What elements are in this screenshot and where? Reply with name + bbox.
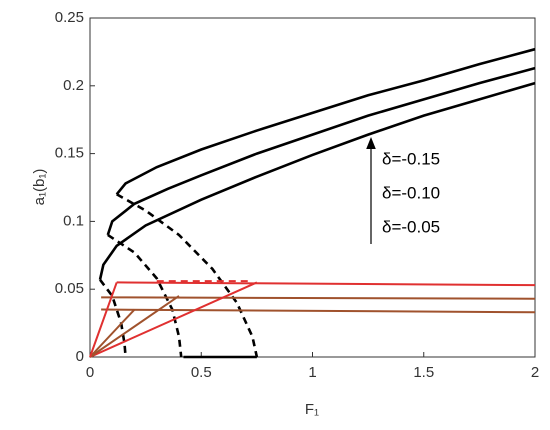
y-tick-label: 0.25 xyxy=(55,9,84,26)
series-line xyxy=(115,47,536,196)
plot-frame xyxy=(89,17,536,358)
x-tick-label: 1.5 xyxy=(413,364,434,381)
series-line xyxy=(98,81,536,280)
y-tick-label: 0.2 xyxy=(63,77,84,94)
annotation: δ=-0.05 xyxy=(382,217,440,236)
series-line xyxy=(89,295,180,358)
y-tick-label: 0.1 xyxy=(63,212,84,229)
series-line xyxy=(89,281,258,358)
y-tick-label: 0.15 xyxy=(55,145,84,162)
series-line xyxy=(107,233,183,358)
x-tick-label: 2 xyxy=(531,364,539,381)
series-line xyxy=(116,193,259,358)
series-line xyxy=(101,308,536,314)
x-axis-label: F₁ xyxy=(305,401,319,418)
x-tick-label: 0.5 xyxy=(191,364,212,381)
series-line xyxy=(116,281,536,287)
annotation: δ=-0.15 xyxy=(382,149,440,168)
y-axis-label: a₁(b₁) xyxy=(31,169,48,206)
series-line xyxy=(89,282,118,358)
series-line xyxy=(101,296,536,300)
x-tick-label: 0 xyxy=(86,364,94,381)
series-line xyxy=(106,66,536,236)
y-tick-label: 0.05 xyxy=(55,280,84,297)
y-tick-label: 0 xyxy=(76,348,84,365)
x-tick-label: 1 xyxy=(308,364,316,381)
annotation: δ=-0.10 xyxy=(382,183,440,202)
series-line xyxy=(89,308,136,358)
